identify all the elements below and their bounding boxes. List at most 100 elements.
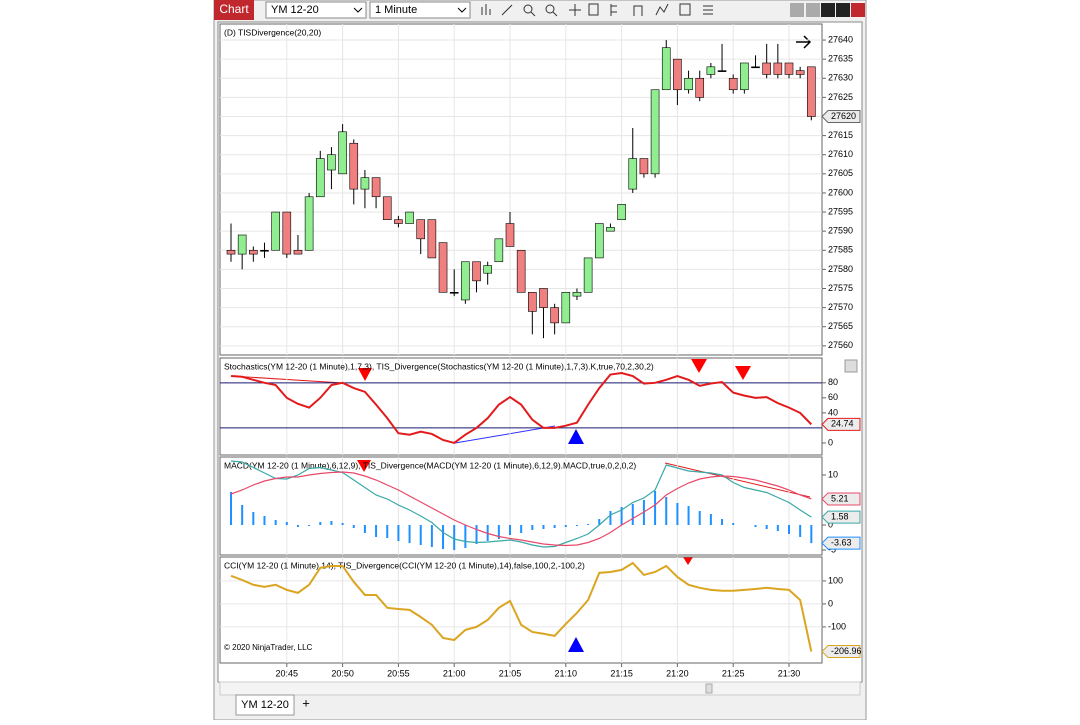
histogram-bar <box>363 525 366 533</box>
series-line <box>230 471 812 547</box>
histogram-bar <box>296 525 299 527</box>
histogram-bar <box>721 519 724 525</box>
window-controls[interactable] <box>790 3 865 17</box>
panel <box>219 556 823 664</box>
candle-body <box>606 227 615 232</box>
y-tick-label: 0 <box>828 437 833 447</box>
interval-select[interactable] <box>369 1 471 19</box>
candle-body <box>728 77 738 91</box>
series-line <box>230 561 813 652</box>
panel <box>219 23 823 356</box>
candle-body <box>327 154 336 171</box>
candle-body <box>394 219 403 224</box>
x-tick-label: 20:45 <box>276 668 299 678</box>
value-marker-label: 5.21 <box>831 493 849 503</box>
histogram-bar <box>810 525 813 544</box>
value-marker <box>821 417 861 431</box>
scroll-thumb[interactable] <box>705 683 713 694</box>
candle-body <box>483 265 492 274</box>
x-tick-label: 21:30 <box>778 668 801 678</box>
histogram-bar <box>397 525 400 541</box>
value-marker <box>821 536 861 550</box>
candle-body <box>405 211 414 224</box>
histogram-bar <box>352 525 355 528</box>
y-tick-label: 40 <box>828 407 838 417</box>
series-line <box>230 460 812 548</box>
value-marker-label: -206.96 <box>831 646 862 656</box>
candle-body <box>661 47 671 91</box>
candle-body <box>583 257 593 293</box>
instrument-select[interactable] <box>265 1 367 19</box>
candle-body <box>717 70 727 72</box>
candle-body <box>226 249 236 255</box>
y-tick-label: 27590 <box>828 226 853 236</box>
histogram-bar <box>709 514 712 525</box>
candle-body <box>371 177 381 198</box>
candle-body <box>528 292 537 312</box>
candle-body <box>695 77 705 98</box>
app-button[interactable] <box>214 0 254 20</box>
panel-button[interactable] <box>844 359 858 373</box>
histogram-bar <box>654 491 657 525</box>
histogram-bar <box>308 525 311 526</box>
y-tick-label: -100 <box>828 621 846 631</box>
candle-body <box>438 242 448 293</box>
histogram-bar <box>285 522 288 525</box>
x-tick-label: 21:00 <box>443 668 466 678</box>
candle-body <box>572 292 582 297</box>
candle-body <box>617 204 626 220</box>
histogram-bar <box>765 525 768 529</box>
panel-title: Stochastics(YM 12-20 (1 Minute),1,7,3), … <box>224 361 654 371</box>
histogram-bar <box>475 525 478 544</box>
candle-body <box>639 158 649 175</box>
value-marker-label: -3.63 <box>831 538 852 548</box>
add-tab[interactable]: + <box>302 695 310 710</box>
candle-body <box>751 66 760 69</box>
x-tick-label: 21:05 <box>499 668 522 678</box>
histogram-bar <box>665 497 668 525</box>
candle-body <box>461 261 470 301</box>
candle-body <box>360 177 370 190</box>
candle-body <box>427 219 437 259</box>
x-tick-label: 21:10 <box>555 668 578 678</box>
value-marker-label: 27620 <box>831 111 856 121</box>
histogram-bar <box>263 516 266 525</box>
y-tick-label: 27575 <box>828 283 853 293</box>
candle-body <box>304 196 314 251</box>
value-marker <box>821 109 861 123</box>
y-tick-label: 27605 <box>828 168 853 178</box>
histogram-bar <box>676 503 679 525</box>
y-tick-label: 27610 <box>828 149 853 159</box>
y-tick-label: 27595 <box>828 206 853 216</box>
histogram-bar <box>564 525 567 527</box>
x-tick-label: 21:20 <box>666 668 689 678</box>
scroll-arrow[interactable] <box>796 35 812 49</box>
histogram-bar <box>419 525 422 545</box>
candle-body <box>260 249 269 252</box>
histogram-bar <box>430 525 433 547</box>
histogram-bar <box>799 525 802 537</box>
y-tick-label: 0 <box>828 519 833 529</box>
histogram-bar <box>408 525 411 543</box>
y-tick-label: 80 <box>828 377 838 387</box>
candle-body <box>684 77 693 91</box>
toolbar-icons[interactable] <box>481 3 713 17</box>
candle-body <box>762 62 771 75</box>
copyright: © 2020 NinjaTrader, LLC <box>224 643 313 652</box>
y-tick-label: 27630 <box>828 73 853 83</box>
y-tick-label: 100 <box>828 575 843 585</box>
histogram-bar <box>230 492 232 525</box>
candle-body <box>293 249 303 255</box>
scrollbar[interactable] <box>219 681 861 696</box>
histogram-bar <box>620 507 623 525</box>
histogram-bar <box>386 525 389 538</box>
histogram-bar <box>598 519 601 525</box>
candle-body <box>472 261 481 282</box>
panel-title: MACD(YM 12-20 (1 Minute),6,12,9), TIS_Di… <box>224 460 636 470</box>
chart-area <box>217 21 863 683</box>
y-tick-label: 27560 <box>828 340 853 350</box>
y-tick-label: 27570 <box>828 302 853 312</box>
tab[interactable] <box>235 694 295 716</box>
panel <box>219 456 823 556</box>
candle-body <box>338 131 347 175</box>
